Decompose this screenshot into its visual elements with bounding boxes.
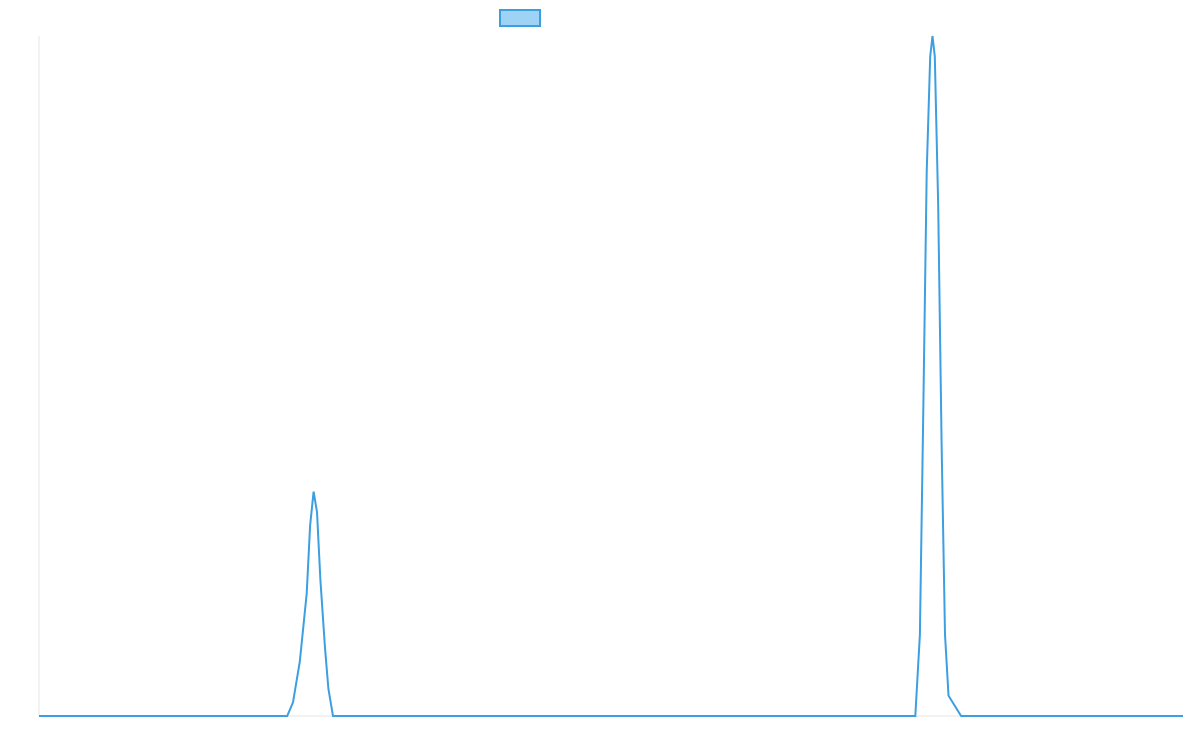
legend-swatch[interactable] <box>499 9 541 27</box>
series-line <box>39 35 1183 717</box>
